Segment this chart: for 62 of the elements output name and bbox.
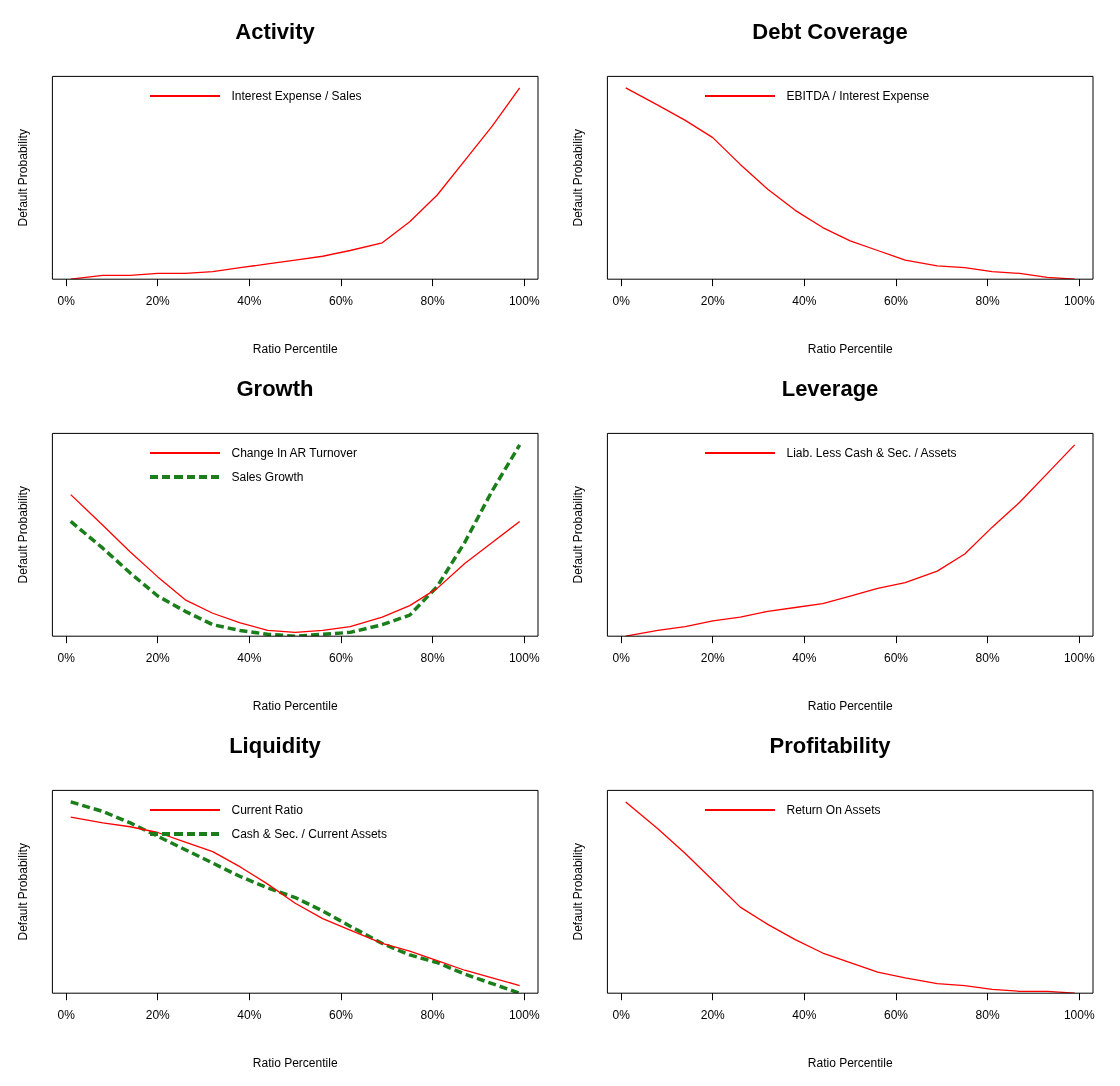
x-tick-label: 20% [145,293,171,308]
x-tick-label: 100% [1063,650,1095,665]
x-tick-label: 60% [329,293,354,308]
chart-title: Growth [236,376,314,402]
y-axis-title: Default Probability [15,486,30,584]
x-axis-title: Ratio Percentile [252,1056,338,1071]
legend-label: Sales Growth [231,470,304,485]
x-tick-label: 40% [237,1007,262,1022]
x-tick-label: 100% [508,293,540,308]
legend-label: Return On Assets [786,803,881,818]
x-tick-label: 0% [57,650,76,665]
x-tick-label: 0% [612,1007,631,1022]
x-tick-label: 100% [1063,1007,1095,1022]
x-tick-label: 40% [792,650,817,665]
chart-title: Liquidity [229,733,322,759]
x-tick-label: 100% [508,1007,540,1022]
x-tick-label: 20% [700,650,726,665]
x-tick-label: 100% [508,650,540,665]
y-axis-title: Default Probability [570,129,585,227]
x-tick-label: 80% [420,650,445,665]
chart-title: Leverage [781,376,879,402]
y-axis-title: Default Probability [570,486,585,584]
x-tick-label: 40% [237,293,262,308]
x-tick-label: 40% [792,293,817,308]
x-tick-label: 80% [975,1007,1000,1022]
x-tick-label: 20% [145,650,171,665]
legend-label: EBITDA / Interest Expense [786,89,930,104]
x-tick-label: 20% [700,1007,726,1022]
legend-label: Interest Expense / Sales [231,89,362,104]
y-axis-title: Default Probability [570,843,585,941]
x-tick-label: 80% [420,1007,445,1022]
x-tick-label: 0% [57,1007,76,1022]
legend-label: Change In AR Turnover [231,446,357,461]
y-axis-title: Default Probability [15,843,30,941]
x-axis-title: Ratio Percentile [807,699,893,714]
legend-label: Current Ratio [231,803,303,818]
x-tick-label: 80% [420,293,445,308]
x-tick-label: 20% [145,1007,171,1022]
chart-title: Profitability [769,733,892,759]
x-tick-label: 40% [792,1007,817,1022]
chart-title: Debt Coverage [752,19,908,45]
x-tick-label: 0% [612,650,631,665]
x-tick-label: 80% [975,293,1000,308]
x-tick-label: 60% [884,293,909,308]
y-axis-title: Default Probability [15,129,30,227]
x-axis-title: Ratio Percentile [807,342,893,357]
x-tick-label: 0% [57,293,76,308]
x-tick-label: 60% [884,1007,909,1022]
chart-title: Activity [235,19,316,45]
x-tick-label: 80% [975,650,1000,665]
x-tick-label: 60% [329,650,354,665]
x-axis-title: Ratio Percentile [807,1056,893,1071]
x-axis-title: Ratio Percentile [252,342,338,357]
x-tick-label: 100% [1063,293,1095,308]
x-tick-label: 60% [329,1007,354,1022]
x-tick-label: 60% [884,650,909,665]
legend-label: Cash & Sec. / Current Assets [231,827,387,842]
legend-label: Liab. Less Cash & Sec. / Assets [786,446,957,461]
x-tick-label: 20% [700,293,726,308]
x-tick-label: 0% [612,293,631,308]
x-axis-title: Ratio Percentile [252,699,338,714]
x-tick-label: 40% [237,650,262,665]
